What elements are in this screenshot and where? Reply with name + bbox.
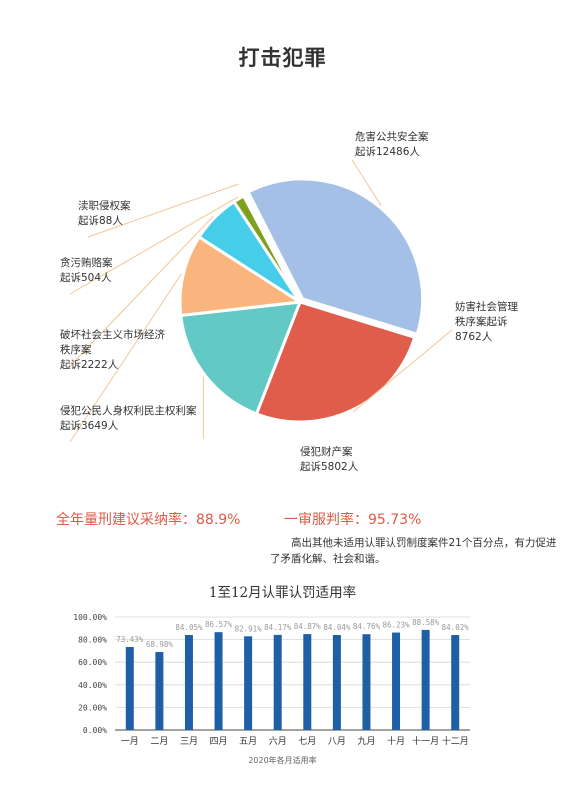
- pie-slice-label: 侵犯财产案起诉5802人: [300, 445, 359, 473]
- bar-value-label: 86.23%: [382, 621, 410, 630]
- bar: [155, 652, 164, 730]
- bar-value-label: 84.87%: [294, 622, 322, 631]
- pie-slice: [254, 300, 417, 424]
- bar: [184, 635, 193, 730]
- x-category-label: 十月: [387, 735, 405, 747]
- x-category-label: 八月: [328, 736, 346, 747]
- bar-value-label: 68.98%: [146, 640, 174, 649]
- pie-slice-label: 贪污贿赂案起诉504人: [60, 256, 113, 284]
- pie-slice: [178, 234, 305, 318]
- bar: [273, 634, 282, 730]
- bar: [451, 635, 460, 730]
- bar-value-label: 88.58%: [412, 618, 440, 627]
- bar-value-label: 82.91%: [235, 624, 263, 633]
- y-tick-label: 60.00%: [78, 658, 107, 667]
- pie-leader-line: [352, 329, 453, 413]
- y-tick-label: 100.00%: [73, 613, 107, 622]
- y-tick-label: 40.00%: [78, 681, 107, 690]
- pie-leader-line: [69, 196, 239, 295]
- pie-slice-label: 妨害社会管理秩序案起诉 8762人: [455, 300, 518, 343]
- bar-value-label: 73.43%: [116, 635, 144, 644]
- x-category-label: 十一月: [412, 735, 439, 747]
- bar-chart-title: 1至12月认罪认罚适用率: [208, 585, 357, 601]
- bar: [362, 634, 371, 730]
- first-instance-rate-text: 一审服判率：95.73%: [284, 512, 422, 528]
- y-tick-label: 80.00%: [78, 636, 107, 645]
- y-tick-label: 0.00%: [83, 726, 107, 735]
- bar: [214, 632, 223, 730]
- bar-value-label: 84.02%: [442, 623, 470, 632]
- bar-chart-caption: 2020年各月适用率: [248, 756, 317, 765]
- x-category-label: 九月: [357, 736, 375, 747]
- pie-leader-line: [69, 273, 182, 443]
- bar-value-label: 86.57%: [205, 620, 233, 629]
- bar-chart: 0.00% 20.00% 40.00% 60.00% 80.00% 100.00% 73.4…: [73, 613, 470, 747]
- bar-value-label: 84.76%: [353, 622, 381, 631]
- bar: [303, 634, 312, 730]
- pie-slice: [246, 177, 425, 337]
- x-category-label: 六月: [269, 735, 287, 747]
- bar: [244, 636, 253, 730]
- bar: [392, 632, 401, 730]
- y-tick-label: 20.00%: [78, 703, 107, 712]
- page-title: 打击犯罪: [238, 46, 327, 70]
- bar-value-label: 84.04%: [323, 623, 351, 632]
- pie-leader-line: [69, 215, 214, 367]
- x-category-label: 二月: [150, 736, 168, 747]
- x-category-label: 十二月: [442, 735, 469, 747]
- bar: [421, 629, 430, 730]
- pie-slice-label: 危害公共安全案起诉12486人: [355, 130, 429, 158]
- x-category-label: 五月: [239, 736, 257, 747]
- x-category-label: 七月: [298, 736, 316, 747]
- pie-slice-label: 破坏社会主义市场经济秩序案起诉2222人: [60, 328, 165, 371]
- bar: [332, 635, 341, 730]
- pie-slice: [179, 300, 303, 416]
- bar-value-label: 84.05%: [175, 623, 203, 632]
- pie-slice-label: 侵犯公民人身权利民主权利案起诉3649人: [60, 404, 197, 432]
- bar-value-label: 84.17%: [264, 623, 292, 632]
- x-category-label: 一月: [121, 736, 139, 747]
- x-category-label: 三月: [180, 736, 198, 747]
- summary-note: 高出其他未适用认罪认罚制度案件21个百分点，有力促进了矛盾化解、社会和谐。: [270, 537, 557, 565]
- pie-leader-line: [351, 159, 382, 206]
- adoption-rate-text: 全年量刑建议采纳率：88.9%: [56, 512, 241, 528]
- bar: [125, 647, 134, 730]
- x-category-label: 四月: [210, 736, 228, 747]
- pie-leader-line: [87, 183, 239, 238]
- pie-slice: [236, 183, 297, 293]
- pie-slice-label: 渎职侵权案起诉88人: [78, 199, 131, 227]
